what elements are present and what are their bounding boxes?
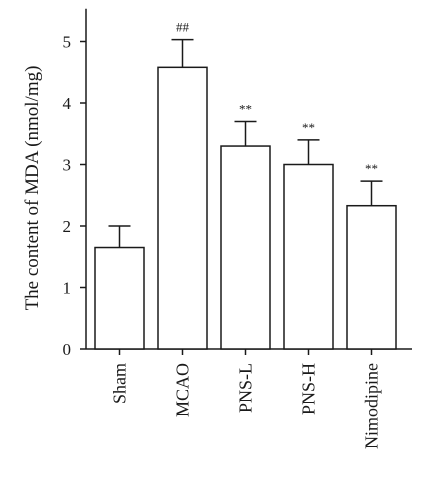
x-tick-label: Sham xyxy=(110,363,130,404)
y-axis-label: The content of MDA (nmol/mg) xyxy=(22,66,43,311)
significance-marker: ** xyxy=(302,120,315,135)
y-tick-label: 2 xyxy=(63,217,72,236)
x-tick-label: PNS-L xyxy=(236,363,256,413)
y-tick-label: 3 xyxy=(63,156,72,175)
bar-pns-l xyxy=(220,145,271,350)
x-tick-label: Nimodipine xyxy=(362,363,382,449)
x-tick-label: MCAO xyxy=(173,363,193,417)
significance-marker: ** xyxy=(365,161,378,176)
x-tick-label: PNS-H xyxy=(299,363,319,415)
bar-nimodipine xyxy=(346,204,397,350)
bars: ## ** ** ** xyxy=(94,20,397,350)
x-tick-labels: Sham MCAO PNS-L PNS-H Nimodipine xyxy=(110,363,382,449)
y-tick-label: 4 xyxy=(63,94,72,113)
significance-marker: ## xyxy=(176,20,190,35)
bar-pns-h xyxy=(283,163,334,350)
bar-mcao xyxy=(157,66,208,350)
bar-sham xyxy=(94,246,145,350)
significance-marker: ** xyxy=(239,101,252,116)
y-tick-label: 1 xyxy=(63,279,72,298)
y-tick-label: 0 xyxy=(63,340,72,359)
y-tick-label: 5 xyxy=(63,33,72,52)
